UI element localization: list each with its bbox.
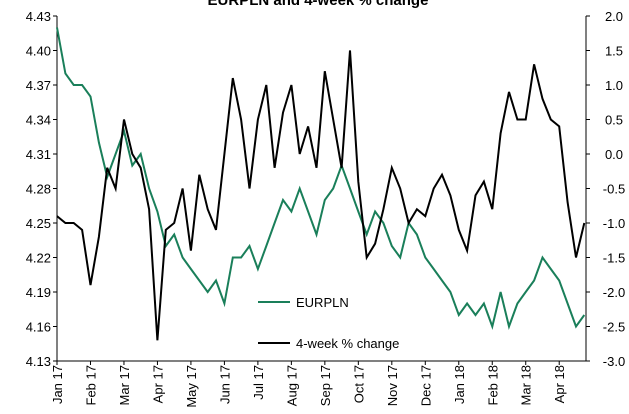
y-tick-label: 4.37 [26,78,51,93]
y2-tick-label: -3.0 [603,354,625,369]
y2-tick-label: 0.5 [605,113,623,128]
y-tick-label: 4.13 [26,354,51,369]
legend-label: 4-week % change [296,336,399,351]
x-tick-label: Nov 17 [385,365,400,406]
y-tick-label: 4.22 [26,251,51,266]
y2-tick-label: 2.0 [605,9,623,24]
x-tick-label: Feb 18 [485,365,500,405]
x-tick-label: Dec 17 [418,365,433,406]
y-tick-label: 4.31 [26,147,51,162]
y-tick-label: 4.28 [26,182,51,197]
x-tick-label: Jun 17 [217,365,232,404]
x-tick-label: Feb 17 [83,365,98,405]
x-tick-label: Apr 17 [150,365,165,403]
x-tick-label: Apr 18 [552,365,567,403]
chart-title: EURPLN and 4-week % change [208,0,429,9]
series-line [56,27,586,330]
x-tick-label: Aug 17 [284,365,299,406]
y-tick-label: 4.19 [26,285,51,300]
y2-tick-label: -0.5 [603,182,625,197]
y-tick-label: 4.16 [26,320,51,335]
x-tick-label: May 17 [184,365,199,408]
y2-tick-label: 0.0 [605,147,623,162]
y-tick-label: 4.40 [26,44,51,59]
y2-tick-label: -2.5 [603,320,625,335]
y2-tick-label: 1.5 [605,44,623,59]
y-tick-label: 4.43 [26,9,51,24]
y-tick-label: 4.25 [26,216,51,231]
x-tick-label: Jan 17 [50,365,65,404]
y2-tick-label: 1.0 [605,78,623,93]
series-line [56,50,586,341]
y2-tick-label: -2.0 [603,285,625,300]
x-tick-label: Sep 17 [318,365,333,406]
x-tick-label: Mar 18 [519,365,534,405]
y-tick-label: 4.34 [26,113,51,128]
x-tick-label: Mar 17 [117,365,132,405]
legend-label: EURPLN [296,295,349,310]
x-tick-label: Jul 17 [251,365,266,400]
x-tick-label: Oct 17 [351,365,366,403]
y2-tick-label: -1.5 [603,251,625,266]
x-tick-label: Jan 18 [452,365,467,404]
y2-tick-label: -1.0 [603,216,625,231]
